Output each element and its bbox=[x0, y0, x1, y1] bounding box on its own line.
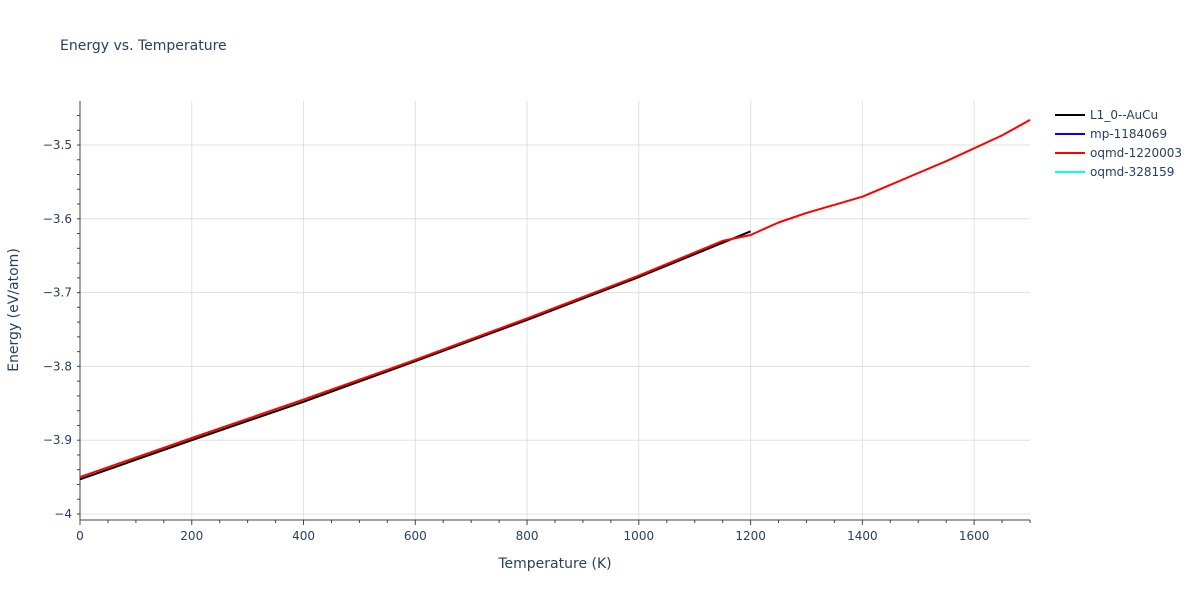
y-tick-label: −3.8 bbox=[43, 359, 72, 373]
x-axis-title: Temperature (K) bbox=[497, 556, 611, 572]
legend-item[interactable]: oqmd-1220003 bbox=[1055, 146, 1182, 160]
x-tick-label: 400 bbox=[292, 529, 315, 543]
series-line-oqmd-1220003 bbox=[79, 119, 1031, 479]
legend-item[interactable]: mp-1184069 bbox=[1055, 127, 1167, 141]
legend-item[interactable]: L1_0--AuCu bbox=[1055, 108, 1158, 122]
plot-area bbox=[79, 119, 1031, 481]
x-tick-label: 1400 bbox=[847, 529, 878, 543]
legend-item[interactable]: oqmd-328159 bbox=[1055, 165, 1174, 179]
y-axis-title: Energy (eV/atom) bbox=[6, 248, 22, 372]
legend: L1_0--AuCu mp-1184069 oqmd-1220003 oqmd-328… bbox=[1055, 108, 1182, 179]
axes: 0 200 400 600 800 1000 1200 1400 1600 −4 −3.9 −3.8 −… bbox=[43, 101, 1031, 543]
chart-title: Energy vs. Temperature bbox=[60, 38, 227, 54]
legend-label: mp-1184069 bbox=[1090, 127, 1167, 141]
legend-label: L1_0--AuCu bbox=[1090, 108, 1158, 122]
x-tick-label: 200 bbox=[180, 529, 203, 543]
y-tick-label: −4 bbox=[54, 507, 72, 521]
series-line-L1_0--AuCu bbox=[79, 230, 751, 481]
x-tick-label: 600 bbox=[404, 529, 427, 543]
legend-label: oqmd-1220003 bbox=[1090, 146, 1182, 160]
x-tick-label: 1600 bbox=[959, 529, 990, 543]
y-tick-label: −3.9 bbox=[43, 433, 72, 447]
y-tick-label: −3.7 bbox=[43, 286, 72, 300]
x-tick-label: 1200 bbox=[735, 529, 766, 543]
y-tick-label: −3.6 bbox=[43, 212, 72, 226]
x-tick-label: 800 bbox=[516, 529, 539, 543]
grid bbox=[80, 101, 1030, 520]
legend-label: oqmd-328159 bbox=[1090, 165, 1174, 179]
x-tick-label: 1000 bbox=[624, 529, 655, 543]
y-tick-label: −3.5 bbox=[43, 138, 72, 152]
x-tick-label: 0 bbox=[76, 529, 84, 543]
